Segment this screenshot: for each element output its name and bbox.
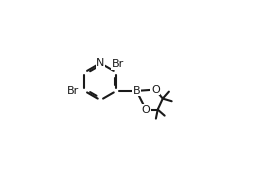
- Text: N: N: [96, 58, 105, 68]
- Text: B: B: [133, 86, 140, 96]
- Text: Br: Br: [112, 59, 124, 69]
- Text: O: O: [151, 85, 160, 95]
- Text: O: O: [142, 105, 150, 114]
- Text: Br: Br: [67, 86, 79, 96]
